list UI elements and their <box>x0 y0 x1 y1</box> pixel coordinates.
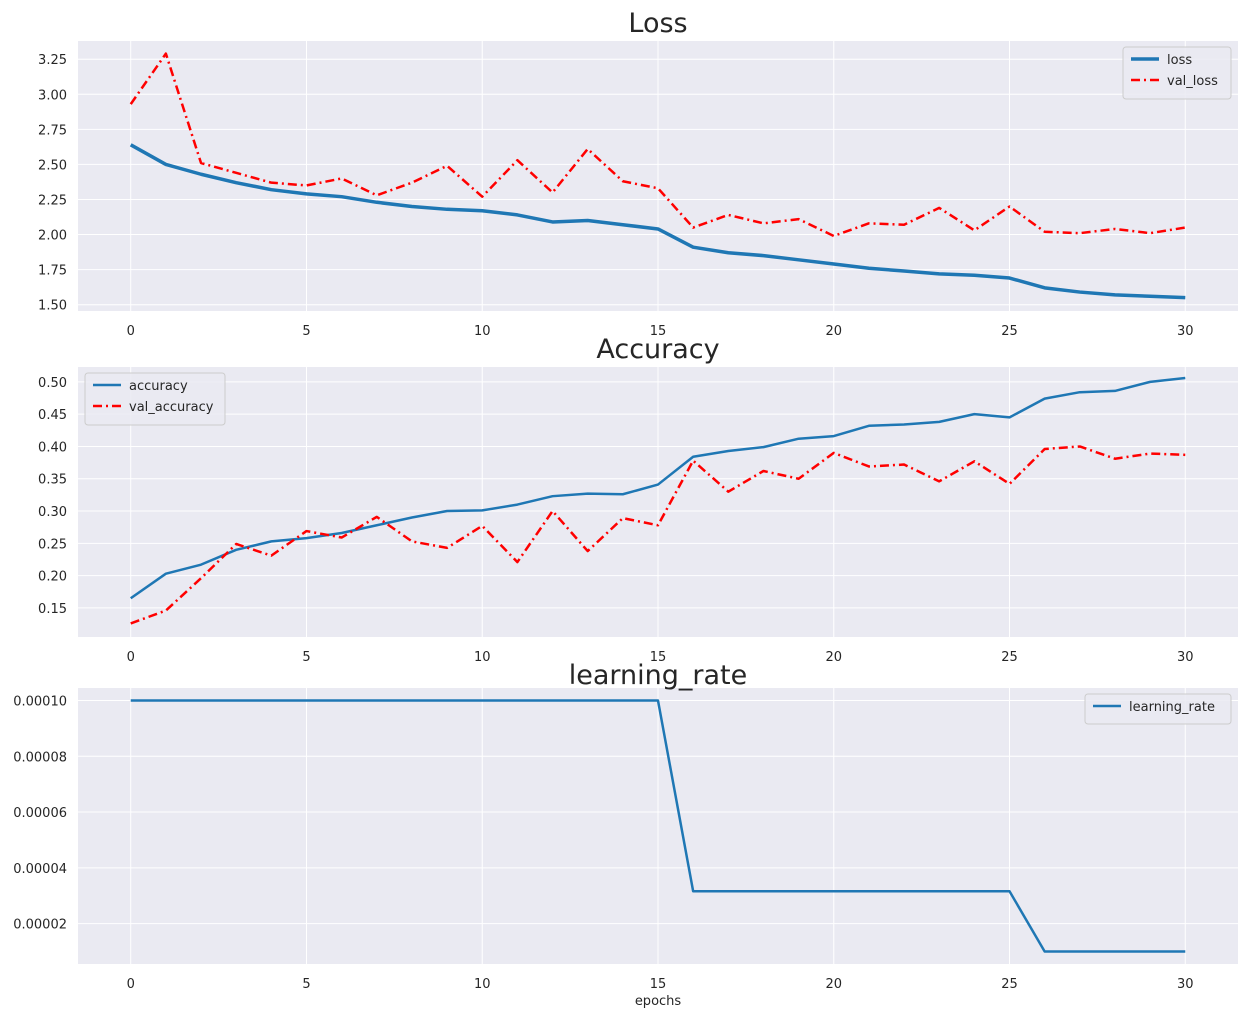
y-tick-label: 0.25 <box>38 537 67 552</box>
chart-learning-rate: 0 5 10 15 20 25 30 0.00002 0.00004 0.00006 0.00008… <box>13 660 1238 1009</box>
x-tick-label: 20 <box>825 650 842 665</box>
chart-loss: 0 5 10 15 20 25 30 1.50 1.75 2.00 2.25 2.50 2.75 3.00… <box>38 8 1238 339</box>
x-tick-label: 20 <box>825 977 842 992</box>
series-line-val-loss <box>129 52 1186 238</box>
y-tick-label: 0.00008 <box>13 750 67 765</box>
y-tick-label: 2.75 <box>38 123 67 138</box>
x-tick-label: 0 <box>127 650 135 665</box>
x-tick-label: 15 <box>650 324 667 339</box>
legend: learning_rate <box>1084 693 1232 725</box>
y-tick-label: 1.50 <box>38 299 67 314</box>
x-tick-label: 10 <box>474 650 491 665</box>
legend-label-accuracy: accuracy <box>129 379 188 394</box>
y-tick-label: 0.15 <box>38 602 67 617</box>
y-tick-label: 2.50 <box>38 158 67 173</box>
y-tick-label: 3.00 <box>38 88 67 103</box>
series-line-accuracy <box>130 376 1186 600</box>
legend-label-val-accuracy: val_accuracy <box>129 400 214 415</box>
chart-title: Accuracy <box>596 334 719 365</box>
x-tick-label: 10 <box>474 977 491 992</box>
chart-title: learning_rate <box>569 660 748 691</box>
x-axis-label: epochs <box>635 994 682 1009</box>
x-tick-label: 0 <box>127 324 135 339</box>
y-tick-label: 0.20 <box>38 570 67 585</box>
x-tick-label: 25 <box>1001 977 1018 992</box>
y-tick-label: 0.35 <box>38 473 67 488</box>
legend-label-learning-rate: learning_rate <box>1129 700 1215 715</box>
y-tick-label: 0.30 <box>38 505 67 520</box>
x-tick-label: 0 <box>127 977 135 992</box>
series-line-loss <box>129 143 1186 300</box>
x-tick-label: 5 <box>302 324 310 339</box>
chart-title: Loss <box>628 8 687 39</box>
y-tick-label: 0.00006 <box>13 806 67 821</box>
x-tick-label: 25 <box>1001 324 1018 339</box>
legend-frame <box>1084 693 1232 725</box>
x-tick-label: 5 <box>302 650 310 665</box>
legend: loss val_loss <box>1122 46 1232 100</box>
x-tick-label: 15 <box>650 977 667 992</box>
y-tick-label: 0.50 <box>38 376 67 391</box>
x-tick-label: 15 <box>650 650 667 665</box>
series-line-learning-rate <box>130 699 1186 953</box>
y-tick-label: 2.25 <box>38 193 67 208</box>
y-tick-label: 3.25 <box>38 53 67 68</box>
y-tick-label: 0.00004 <box>13 862 67 877</box>
y-tick-label: 0.45 <box>38 408 67 423</box>
x-tick-label: 30 <box>1177 977 1194 992</box>
series-line-val-accuracy <box>130 445 1186 625</box>
y-tick-label: 0.00002 <box>13 918 67 933</box>
x-tick-label: 10 <box>474 324 491 339</box>
y-tick-label: 1.75 <box>38 264 67 279</box>
legend-label-val-loss: val_loss <box>1167 74 1218 89</box>
legend-label-loss: loss <box>1167 53 1192 68</box>
x-tick-label: 20 <box>825 324 842 339</box>
chart-accuracy: 0 5 10 15 20 25 30 0.15 0.20 0.25 0.30 0.35 0.40 0.45… <box>38 334 1238 665</box>
y-tick-label: 0.40 <box>38 440 67 455</box>
x-tick-label: 30 <box>1177 650 1194 665</box>
x-tick-label: 30 <box>1177 324 1194 339</box>
y-tick-label: 0.00010 <box>13 695 67 710</box>
y-tick-label: 2.00 <box>38 229 67 244</box>
x-tick-label: 5 <box>302 977 310 992</box>
legend: accuracy val_accuracy <box>84 372 226 426</box>
x-tick-label: 25 <box>1001 650 1018 665</box>
